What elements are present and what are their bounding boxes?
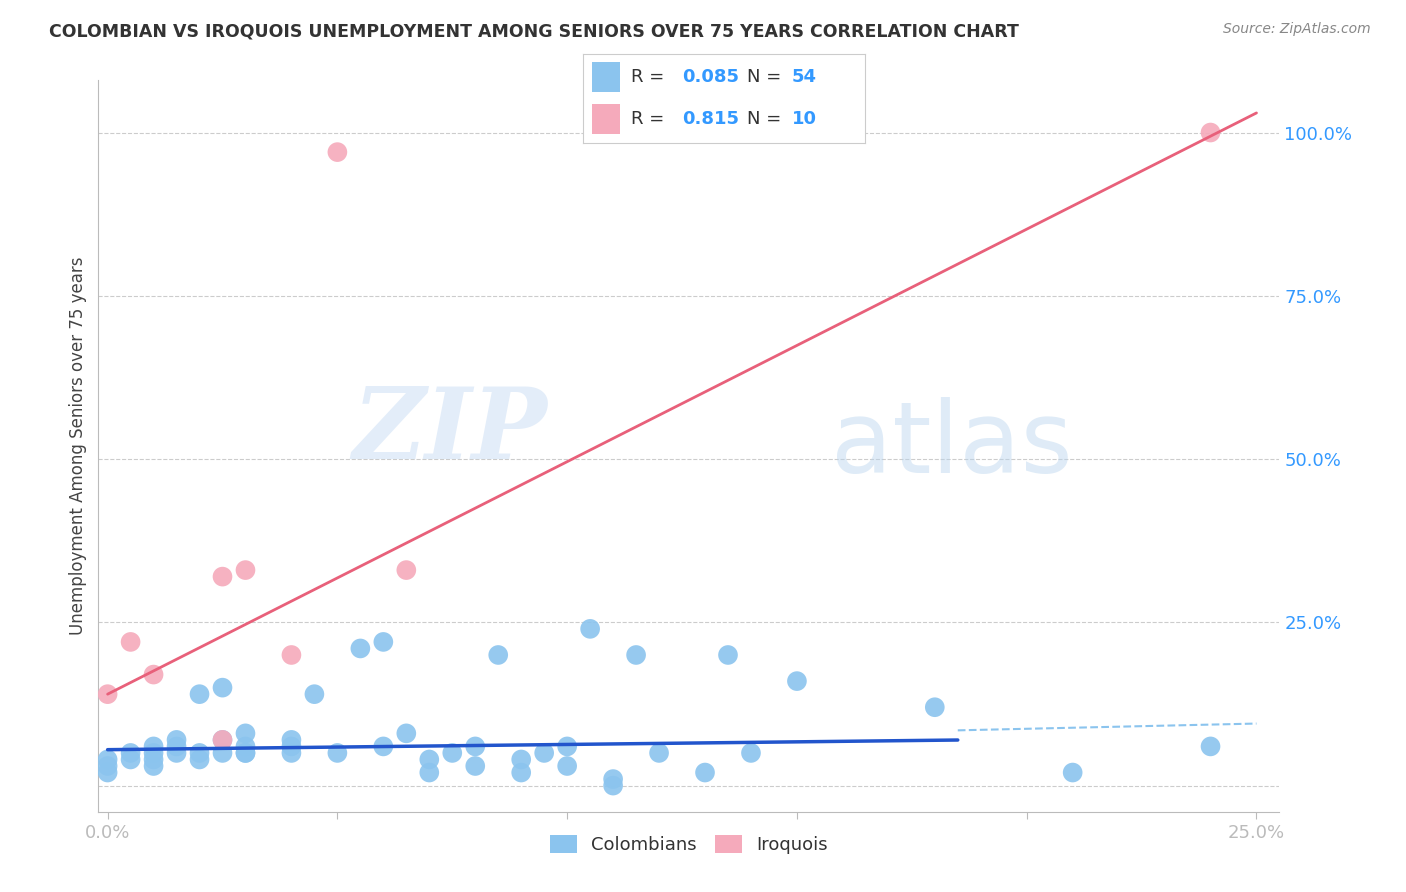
Text: 54: 54	[792, 68, 817, 87]
Bar	[592, 104, 620, 134]
Text: 0.085: 0.085	[682, 68, 740, 87]
Point	[142, 667, 165, 681]
Point	[120, 635, 142, 649]
Text: atlas: atlas	[831, 398, 1073, 494]
Point	[464, 739, 486, 754]
Point	[188, 687, 211, 701]
Point	[166, 732, 188, 747]
Point	[142, 759, 165, 773]
Text: R =: R =	[631, 110, 665, 128]
Point	[418, 765, 440, 780]
Legend: Colombians, Iroquois: Colombians, Iroquois	[543, 828, 835, 861]
Point	[211, 569, 233, 583]
Point	[373, 635, 395, 649]
Point	[280, 739, 302, 754]
Bar	[592, 62, 620, 92]
Point	[188, 746, 211, 760]
Point	[188, 752, 211, 766]
Point	[717, 648, 740, 662]
Point	[693, 765, 716, 780]
Point	[120, 746, 142, 760]
Point	[924, 700, 946, 714]
Point	[602, 779, 624, 793]
Point	[120, 752, 142, 766]
Point	[464, 759, 486, 773]
Point	[235, 746, 257, 760]
Text: N =: N =	[747, 110, 780, 128]
Point	[280, 746, 302, 760]
Point	[349, 641, 371, 656]
Point	[786, 674, 808, 689]
Point	[510, 752, 533, 766]
Point	[555, 739, 578, 754]
Point	[211, 732, 233, 747]
Point	[97, 752, 120, 766]
Y-axis label: Unemployment Among Seniors over 75 years: Unemployment Among Seniors over 75 years	[69, 257, 87, 635]
Text: N =: N =	[747, 68, 780, 87]
Point	[326, 145, 349, 160]
Point	[211, 681, 233, 695]
Text: 10: 10	[792, 110, 817, 128]
Point	[304, 687, 326, 701]
Point	[533, 746, 555, 760]
Text: COLOMBIAN VS IROQUOIS UNEMPLOYMENT AMONG SENIORS OVER 75 YEARS CORRELATION CHART: COLOMBIAN VS IROQUOIS UNEMPLOYMENT AMONG…	[49, 22, 1019, 40]
Point	[602, 772, 624, 786]
Point	[211, 746, 233, 760]
Point	[624, 648, 647, 662]
Text: 0.815: 0.815	[682, 110, 740, 128]
Point	[142, 746, 165, 760]
Point	[235, 726, 257, 740]
Point	[510, 765, 533, 780]
Point	[142, 739, 165, 754]
Point	[395, 563, 418, 577]
Point	[1062, 765, 1084, 780]
Point	[235, 739, 257, 754]
Text: R =: R =	[631, 68, 665, 87]
Point	[142, 752, 165, 766]
Point	[97, 759, 120, 773]
Text: Source: ZipAtlas.com: Source: ZipAtlas.com	[1223, 22, 1371, 37]
Point	[280, 732, 302, 747]
Point	[579, 622, 602, 636]
Point	[166, 739, 188, 754]
Point	[486, 648, 509, 662]
Point	[441, 746, 464, 760]
Point	[166, 746, 188, 760]
Point	[235, 746, 257, 760]
Point	[326, 746, 349, 760]
Point	[97, 765, 120, 780]
Point	[648, 746, 671, 760]
Point	[280, 648, 302, 662]
Point	[97, 687, 120, 701]
Point	[555, 759, 578, 773]
Point	[1199, 126, 1222, 140]
Point	[1199, 739, 1222, 754]
Point	[740, 746, 762, 760]
Point	[235, 563, 257, 577]
Point	[373, 739, 395, 754]
Point	[395, 726, 418, 740]
Text: ZIP: ZIP	[353, 384, 547, 480]
Point	[211, 732, 233, 747]
Point	[418, 752, 440, 766]
